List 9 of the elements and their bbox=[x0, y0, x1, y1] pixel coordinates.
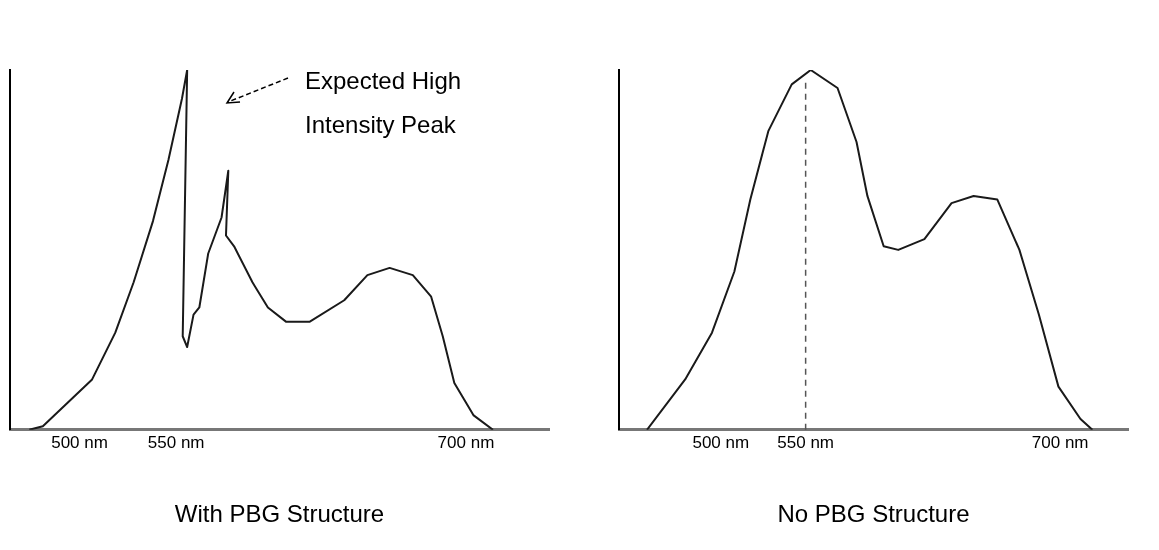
text: No PBG Structure bbox=[777, 500, 970, 528]
x-tick-label: 700 nm bbox=[1031, 432, 1089, 452]
x-tick-label: 550 nm bbox=[777, 432, 834, 452]
x-tick-label: 700 nm bbox=[437, 432, 495, 452]
x-tick-label: 500 nm bbox=[51, 432, 108, 452]
x-tick-label: 500 nm bbox=[692, 432, 750, 452]
annotation: Expected High Intensity Peak bbox=[305, 66, 462, 138]
text: With PBG Structure bbox=[174, 500, 385, 528]
x-tick-label: 550 nm bbox=[147, 432, 205, 452]
